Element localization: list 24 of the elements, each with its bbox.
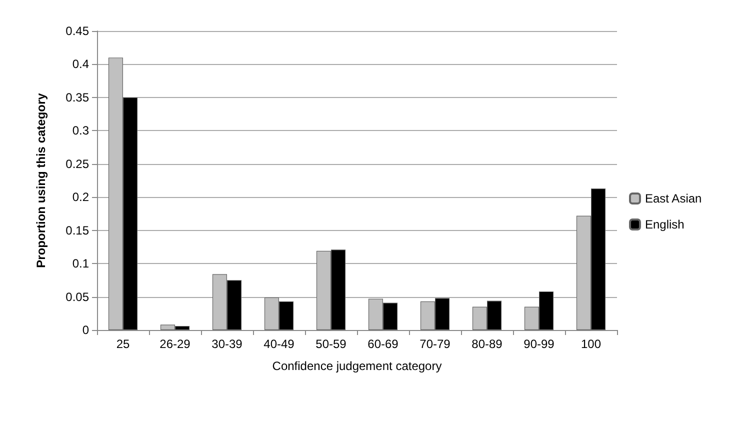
y-tick-label: 0.1 (72, 256, 90, 271)
x-tick-label: 70-79 (420, 337, 451, 351)
x-tick-label: 80-89 (472, 337, 503, 351)
y-tick-label: 0.4 (72, 57, 90, 72)
y-tick-label: 0 (82, 323, 90, 337)
x-tick-label: 50-59 (316, 337, 347, 351)
x-tick-label: 30-39 (212, 337, 243, 351)
legend-label: East Asian (645, 192, 702, 206)
x-tick-label: 40-49 (264, 337, 295, 351)
x-tick-label: 100 (580, 337, 602, 351)
y-tick-label: 0.45 (66, 24, 90, 38)
y-tick-label: 0.25 (66, 156, 90, 171)
x-tick-label: 60-69 (368, 337, 399, 351)
x-axis-title: Confidence judgement category (272, 359, 442, 373)
x-tick-label: 25 (116, 337, 130, 351)
x-tick-label: 90-99 (524, 337, 555, 351)
x-tick-label: 26-29 (160, 337, 191, 351)
y-axis-title: Proportion using this category (34, 92, 48, 268)
y-tick-label: 0.35 (66, 90, 90, 104)
legend-label: English (645, 218, 684, 232)
y-tick-label: 0.15 (66, 223, 90, 238)
y-tick-label: 0.2 (72, 190, 90, 204)
y-tick-label: 0.3 (72, 124, 90, 138)
y-tick-label: 0.05 (66, 290, 90, 304)
